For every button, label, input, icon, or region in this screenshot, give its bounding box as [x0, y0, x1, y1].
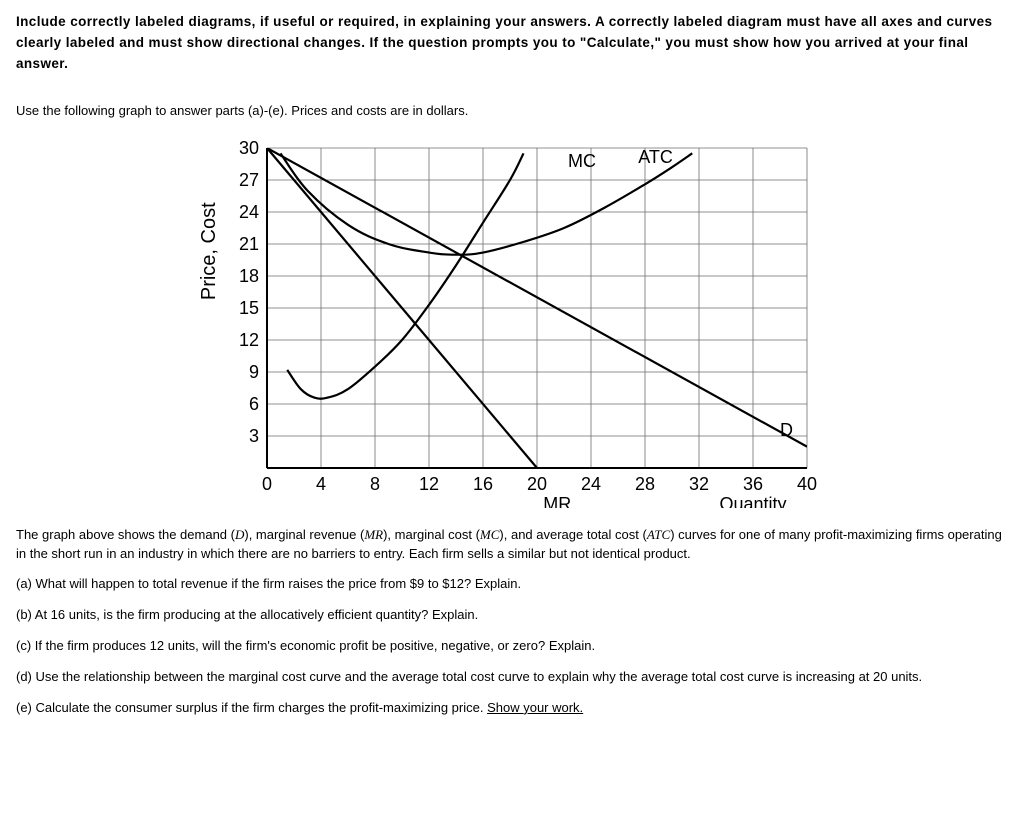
svg-text:32: 32: [689, 474, 709, 494]
caption-MC: MC: [480, 527, 500, 542]
prompt-text: Use the following graph to answer parts …: [16, 103, 1008, 118]
svg-text:4: 4: [316, 474, 326, 494]
svg-text:12: 12: [239, 330, 259, 350]
svg-text:MR: MR: [543, 494, 571, 508]
caption-D: D: [235, 527, 244, 542]
instructions-text: Include correctly labeled diagrams, if u…: [16, 12, 1008, 75]
svg-text:Quantity: Quantity: [719, 494, 786, 508]
svg-text:18: 18: [239, 266, 259, 286]
svg-text:16: 16: [473, 474, 493, 494]
caption-text: The graph above shows the demand (: [16, 527, 235, 542]
svg-text:15: 15: [239, 298, 259, 318]
question-c: (c) If the firm produces 12 units, will …: [16, 637, 1008, 656]
svg-text:8: 8: [370, 474, 380, 494]
svg-text:24: 24: [581, 474, 601, 494]
economics-graph: 369121518212427300481216202428323640Pric…: [197, 128, 827, 508]
svg-text:6: 6: [249, 394, 259, 414]
svg-text:30: 30: [239, 138, 259, 158]
svg-text:ATC: ATC: [638, 147, 673, 167]
question-a: (a) What will happen to total revenue if…: [16, 575, 1008, 594]
svg-text:12: 12: [419, 474, 439, 494]
svg-text:21: 21: [239, 234, 259, 254]
caption-MR: MR: [364, 527, 383, 542]
question-e-text: (e) Calculate the consumer surplus if th…: [16, 700, 487, 715]
question-d: (d) Use the relationship between the mar…: [16, 668, 1008, 687]
caption-text: ), marginal revenue (: [244, 527, 364, 542]
svg-text:MC: MC: [568, 151, 596, 171]
svg-text:0: 0: [262, 474, 272, 494]
caption-text: ), and average total cost (: [499, 527, 646, 542]
svg-text:40: 40: [797, 474, 817, 494]
svg-text:36: 36: [743, 474, 763, 494]
caption-ATC: ATC: [647, 527, 670, 542]
svg-text:27: 27: [239, 170, 259, 190]
svg-text:9: 9: [249, 362, 259, 382]
svg-text:28: 28: [635, 474, 655, 494]
svg-text:20: 20: [527, 474, 547, 494]
chart-container: 369121518212427300481216202428323640Pric…: [16, 128, 1008, 508]
questions-block: (a) What will happen to total revenue if…: [16, 575, 1008, 717]
question-b: (b) At 16 units, is the firm producing a…: [16, 606, 1008, 625]
graph-caption: The graph above shows the demand (D), ma…: [16, 526, 1008, 564]
svg-text:D: D: [780, 420, 793, 440]
svg-text:Price, Cost: Price, Cost: [198, 202, 220, 300]
svg-text:24: 24: [239, 202, 259, 222]
svg-text:3: 3: [249, 426, 259, 446]
question-e-underline: Show your work.: [487, 700, 583, 715]
caption-text: ), marginal cost (: [383, 527, 480, 542]
question-e: (e) Calculate the consumer surplus if th…: [16, 699, 1008, 718]
